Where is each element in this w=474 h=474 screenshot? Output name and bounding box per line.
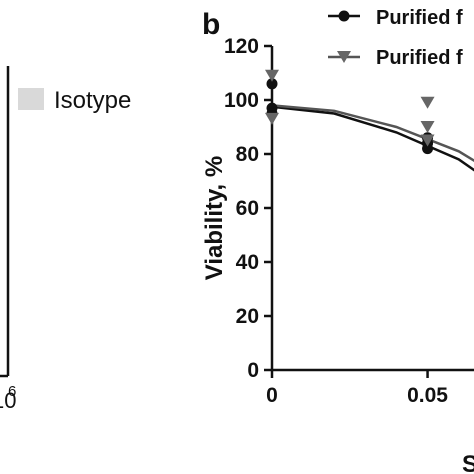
series-2-point-3	[420, 96, 435, 109]
legend: Purified f Purified f	[328, 7, 463, 69]
legend-label-2: Purified f	[376, 47, 463, 69]
legend-label-1: Purified f	[376, 7, 463, 29]
y-tick-label-80: 80	[236, 143, 259, 166]
data-points	[265, 69, 435, 155]
isotype-legend-swatch	[18, 88, 44, 110]
x-tick-label-1: 0.05	[407, 384, 448, 407]
series-2-point-5	[420, 134, 435, 147]
series-1-point-1	[266, 78, 278, 90]
panel-a-x-tick-base: 10	[0, 388, 16, 413]
series-2-point-1	[265, 69, 279, 82]
series-2-point-2	[265, 112, 279, 125]
y-tick-label-60: 60	[236, 197, 259, 220]
isotype-legend-label: Isotype	[54, 87, 131, 114]
series-1-point-6	[422, 143, 434, 155]
y-tick-label-20: 20	[236, 305, 259, 328]
x-axis-label: SI	[462, 451, 474, 474]
fit-curve-2	[271, 104, 474, 163]
legend-marker-2	[337, 51, 351, 63]
series-2-point-4	[420, 121, 435, 133]
panel-b-label: b	[202, 8, 220, 41]
x-tick-label-0: 0	[266, 384, 278, 407]
panel-a-x-tick-exponent: 6	[8, 383, 16, 400]
panel-b: b Purified f Purified f Viability, % SI …	[201, 7, 474, 474]
y-tick-label-100: 100	[224, 89, 259, 112]
axes: 0 20 40 60 80 100 120 0 0.05	[224, 35, 474, 407]
y-tick-label-120: 120	[224, 35, 259, 58]
y-tick-label-40: 40	[236, 251, 259, 274]
y-axis-label: Viability, %	[201, 156, 228, 281]
y-tick-label-0: 0	[247, 359, 259, 382]
panel-a: Isotype 10 6	[0, 66, 131, 413]
legend-marker-1	[338, 10, 350, 22]
fit-curves	[271, 104, 474, 172]
